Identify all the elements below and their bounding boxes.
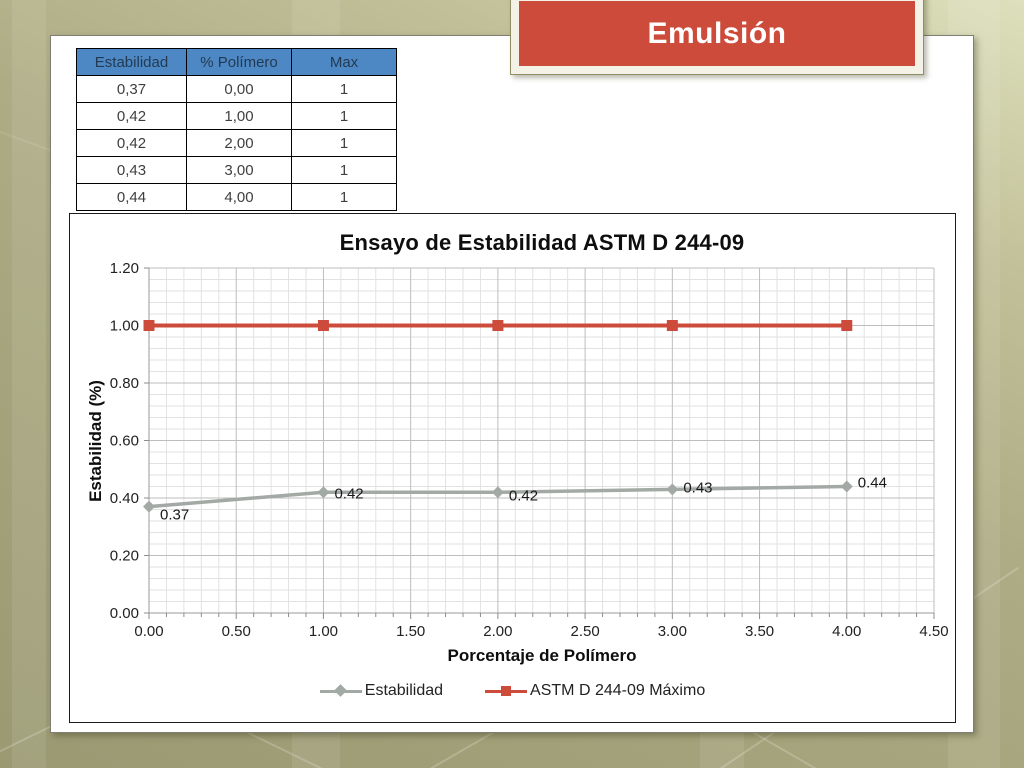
legend-label: ASTM D 244-09 Máximo bbox=[530, 682, 706, 699]
legend-line-diamond-icon bbox=[319, 684, 362, 697]
data-label: 0.43 bbox=[683, 479, 712, 496]
legend-item-estabilidad: Estabilidad bbox=[319, 682, 444, 700]
y-tick-label: 1.00 bbox=[110, 318, 139, 335]
data-point-diamond bbox=[143, 500, 155, 513]
table-cell: 1 bbox=[291, 102, 397, 130]
chart-plot-area: 0.00 0.50 1.00 1.50 2.00 2.50 3.00 3.50 4.00 4.50… bbox=[110, 260, 949, 640]
legend-item-astm-maximo: ASTM D 244-09 Máximo bbox=[485, 682, 705, 700]
slide-title: Emulsión bbox=[647, 16, 787, 50]
data-point-square bbox=[666, 320, 678, 331]
y-tick-label: 0.80 bbox=[110, 375, 139, 392]
data-point-diamond bbox=[840, 480, 853, 493]
data-point-diamond bbox=[317, 486, 330, 499]
x-tick-label: 1.00 bbox=[309, 623, 338, 640]
content-panel: Estabilidad % Polímero Max 0,37 0,00 1 0,42… bbox=[50, 35, 974, 733]
table-cell: 0,42 bbox=[76, 102, 187, 130]
x-tick-label: 0.00 bbox=[134, 623, 163, 640]
data-point-square bbox=[492, 320, 504, 331]
y-axis-title: Estabilidad (%) bbox=[86, 379, 105, 502]
table-cell: 2,00 bbox=[186, 129, 292, 157]
legend-label: Estabilidad bbox=[364, 682, 444, 699]
table-cell: 0,42 bbox=[76, 129, 187, 157]
data-label: 0.37 bbox=[160, 507, 189, 524]
table-header-max: Max bbox=[291, 48, 397, 76]
stability-chart: Ensayo de Estabilidad ASTM D 244-09 0.00… bbox=[69, 213, 956, 723]
data-point-square bbox=[317, 320, 329, 331]
table-header-estabilidad: Estabilidad bbox=[76, 48, 187, 76]
table-row: 0,42 1,00 1 bbox=[76, 102, 397, 130]
table-cell: 0,44 bbox=[76, 183, 187, 211]
y-tick-label: 0.20 bbox=[110, 548, 139, 565]
table-cell: 0,43 bbox=[76, 156, 187, 184]
table-cell: 1 bbox=[291, 75, 397, 103]
table-header-row: Estabilidad % Polímero Max bbox=[76, 48, 397, 76]
table-header-polimero: % Polímero bbox=[186, 48, 292, 76]
chart-legend: Estabilidad ASTM D 244-09 Máximo bbox=[70, 682, 955, 700]
x-tick-label: 4.00 bbox=[832, 623, 861, 640]
y-tick-label: 0.60 bbox=[110, 433, 139, 450]
x-tick-label: 3.00 bbox=[658, 623, 687, 640]
table-row: 0,37 0,00 1 bbox=[76, 75, 397, 103]
table-row: 0,42 2,00 1 bbox=[76, 129, 397, 157]
data-point-square bbox=[143, 320, 155, 331]
table-cell: 0,37 bbox=[76, 75, 187, 103]
table-cell: 4,00 bbox=[186, 183, 292, 211]
data-label: 0.42 bbox=[509, 487, 538, 504]
background-band bbox=[12, 0, 46, 768]
stability-data-table: Estabilidad % Polímero Max 0,37 0,00 1 0,42… bbox=[76, 48, 397, 211]
table-cell: 1 bbox=[291, 129, 397, 157]
table-cell: 1 bbox=[291, 156, 397, 184]
x-tick-label: 0.50 bbox=[222, 623, 251, 640]
data-point-diamond bbox=[491, 486, 504, 499]
table-row: 0,44 4,00 1 bbox=[76, 183, 397, 211]
data-label: 0.42 bbox=[334, 485, 363, 502]
legend-line-square-icon bbox=[485, 685, 528, 697]
chart-title: Ensayo de Estabilidad ASTM D 244-09 bbox=[339, 230, 745, 255]
table-cell: 1 bbox=[291, 183, 397, 211]
x-tick-label: 4.50 bbox=[919, 623, 948, 640]
x-tick-label: 3.50 bbox=[745, 623, 774, 640]
y-tick-label: 0.00 bbox=[110, 605, 139, 622]
data-point-diamond bbox=[666, 483, 679, 496]
y-tick-label: 1.20 bbox=[110, 260, 139, 277]
table-cell: 3,00 bbox=[186, 156, 292, 184]
data-label: 0.44 bbox=[858, 475, 887, 492]
x-tick-label: 1.50 bbox=[396, 623, 425, 640]
x-tick-label: 2.00 bbox=[483, 623, 512, 640]
y-axis-title-wrap: Estabilidad (%) bbox=[84, 268, 108, 613]
x-axis-title: Porcentaje de Polímero bbox=[447, 646, 637, 665]
title-banner-frame: Emulsión bbox=[510, 0, 924, 75]
table-cell: 0,00 bbox=[186, 75, 292, 103]
table-cell: 1,00 bbox=[186, 102, 292, 130]
table-row: 0,43 3,00 1 bbox=[76, 156, 397, 184]
title-banner: Emulsión bbox=[519, 1, 915, 66]
y-tick-label: 0.40 bbox=[110, 490, 139, 507]
x-tick-label: 2.50 bbox=[571, 623, 600, 640]
data-point-square bbox=[841, 320, 853, 331]
